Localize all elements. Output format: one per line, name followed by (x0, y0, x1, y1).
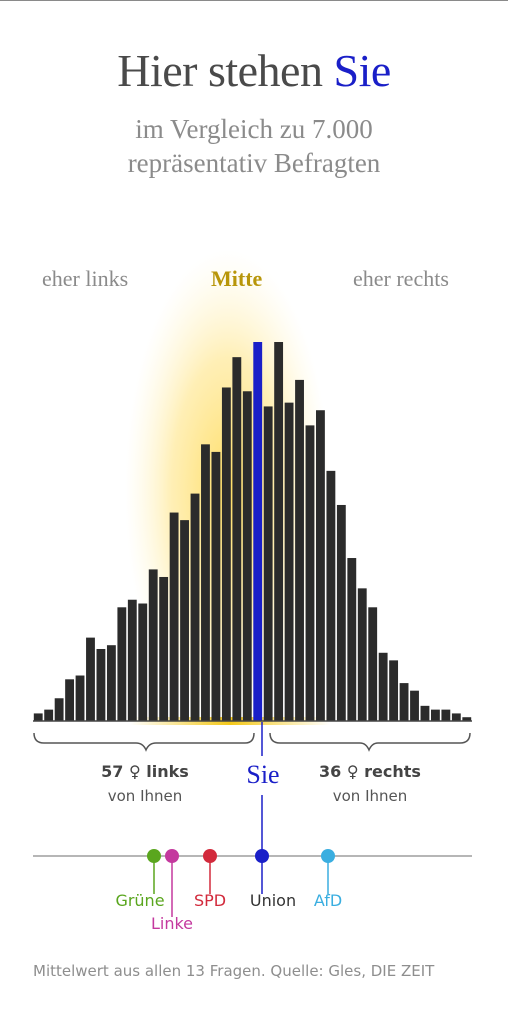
right-summary: 36 ♀ rechts von Ihnen (270, 760, 470, 808)
bar (232, 357, 242, 721)
top-divider (0, 0, 508, 1)
party-label-4: AfD (314, 891, 342, 910)
bar (201, 444, 210, 721)
bar (284, 402, 294, 721)
subtitle-line-2: repräsentativ Befragten (127, 148, 381, 178)
bar (347, 558, 357, 721)
left-brace (33, 732, 255, 752)
bar-you (253, 342, 263, 721)
right-brace (269, 732, 471, 752)
bar (357, 588, 367, 721)
bars-group (33, 342, 472, 721)
bar (169, 512, 179, 721)
bar (44, 709, 54, 721)
subtitle-line-1: im Vergleich zu 7.000 (135, 114, 373, 144)
left-summary: 57 ♀ links von Ihnen (45, 760, 245, 808)
label-right: eher rechts (353, 266, 449, 291)
subtitle: im Vergleich zu 7.000 repräsentativ Befr… (0, 112, 508, 180)
bar (305, 425, 315, 721)
bar (316, 410, 325, 721)
bar (410, 690, 419, 721)
party-dot-0 (147, 849, 161, 863)
page-title: Hier stehen Sie (0, 44, 508, 97)
party-label-0: Grüne (115, 891, 164, 910)
bar (399, 683, 409, 721)
bar (336, 504, 346, 721)
bar (389, 660, 399, 721)
bar (96, 648, 106, 721)
bar (65, 679, 75, 721)
bar (451, 713, 461, 721)
bar (263, 406, 273, 721)
bar (33, 713, 43, 721)
title-main: Hier stehen (117, 45, 334, 96)
bar (221, 387, 231, 721)
label-middle: Mitte (211, 266, 263, 291)
bar (420, 705, 430, 721)
bar (430, 709, 440, 721)
party-dot-1 (165, 849, 179, 863)
party-label-1: Linke (151, 914, 193, 933)
party-dot-3 (255, 849, 269, 863)
bar (242, 391, 252, 721)
left-sub: von Ihnen (107, 787, 183, 805)
party-dot-4 (321, 849, 335, 863)
bar (138, 603, 148, 721)
label-left: eher links (42, 266, 129, 291)
right-count: 36 ♀ rechts (319, 762, 421, 781)
left-count: 57 ♀ links (101, 762, 189, 781)
bar (180, 520, 189, 721)
bar (462, 717, 472, 721)
bar (274, 342, 284, 721)
bar (378, 652, 388, 721)
bar (75, 675, 85, 721)
bar (86, 637, 95, 721)
bar (106, 645, 116, 721)
source-note: Mittelwert aus allen 13 Fragen. Quelle: … (33, 962, 435, 980)
bar (326, 470, 336, 721)
title-highlight: Sie (333, 45, 391, 96)
bar (441, 709, 451, 721)
bar (368, 607, 378, 721)
bar (127, 599, 137, 721)
bar (295, 379, 304, 721)
party-label-2: SPD (194, 891, 226, 910)
you-label: Sie (246, 760, 280, 789)
bar (117, 607, 127, 721)
right-sub: von Ihnen (332, 787, 408, 805)
bar (211, 451, 221, 721)
bar (148, 569, 158, 721)
bar (159, 576, 169, 721)
bar (190, 493, 200, 721)
bar (54, 698, 64, 721)
party-dot-2 (203, 849, 217, 863)
party-label-3: Union (250, 891, 296, 910)
